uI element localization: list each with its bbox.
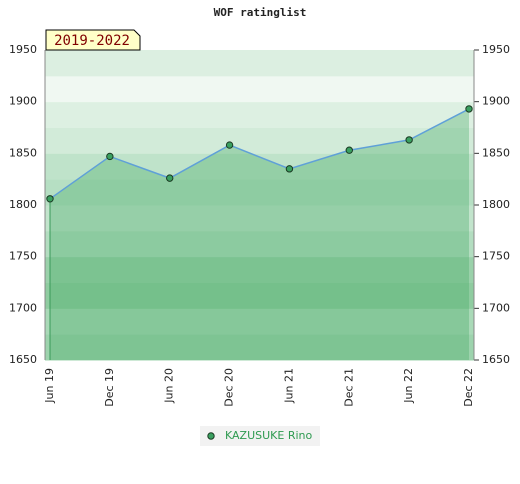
data-point	[285, 165, 294, 173]
y-tick-label: 1750	[9, 250, 37, 263]
y-tick-label: 1650	[9, 353, 37, 366]
band	[45, 282, 474, 309]
x-tick-label: Jun 21	[282, 368, 295, 404]
x-tick-label: Dec 20	[223, 368, 236, 407]
y-tick-label: 1900	[9, 95, 37, 108]
y-tick-label: 1850	[9, 146, 37, 159]
y2-tick-label: 1850	[482, 146, 510, 159]
data-point	[225, 141, 234, 149]
y-tick-label: 1800	[9, 198, 37, 211]
x-tick-label: Dec 22	[462, 368, 475, 407]
band	[45, 101, 474, 128]
band	[45, 179, 474, 206]
y2-tick-label: 1700	[482, 301, 510, 314]
chart-title: WOF ratinglist	[214, 6, 307, 19]
y2-tick-label: 1950	[482, 43, 510, 56]
y-tick-label: 1700	[9, 301, 37, 314]
band	[45, 50, 474, 77]
y2-tick-label: 1800	[482, 198, 510, 211]
legend-marker	[207, 432, 215, 440]
band	[45, 230, 474, 258]
annotation-box	[45, 29, 141, 51]
x-tick-label: Jun 19	[43, 368, 56, 404]
x-tick-label: Jun 20	[163, 368, 176, 404]
band	[45, 308, 474, 335]
plot-background	[45, 50, 474, 361]
legend	[200, 426, 320, 446]
y2-tick-label: 1900	[482, 95, 510, 108]
y-tick-label: 1950	[9, 43, 37, 56]
data-point	[166, 174, 174, 182]
data-point	[345, 146, 353, 154]
data-point	[106, 152, 114, 161]
annotation: 2019-2022	[54, 33, 130, 49]
x-tick-label: Dec 19	[103, 368, 116, 407]
area	[50, 108, 469, 361]
data-point	[465, 105, 473, 113]
band	[45, 205, 474, 232]
data-point	[46, 195, 54, 203]
band	[45, 256, 474, 283]
x-tick-label: Jun 22	[402, 368, 415, 404]
plot	[46, 105, 473, 361]
x-tick-label: Dec 21	[342, 368, 355, 407]
y2-tick-label: 1650	[482, 353, 510, 366]
data-point	[405, 136, 413, 144]
band	[45, 334, 474, 361]
y2-tick-label: 1750	[482, 250, 510, 263]
legend-label: KAZUSUKE Rino	[225, 429, 312, 442]
band	[45, 75, 474, 103]
series-line	[49, 108, 470, 200]
